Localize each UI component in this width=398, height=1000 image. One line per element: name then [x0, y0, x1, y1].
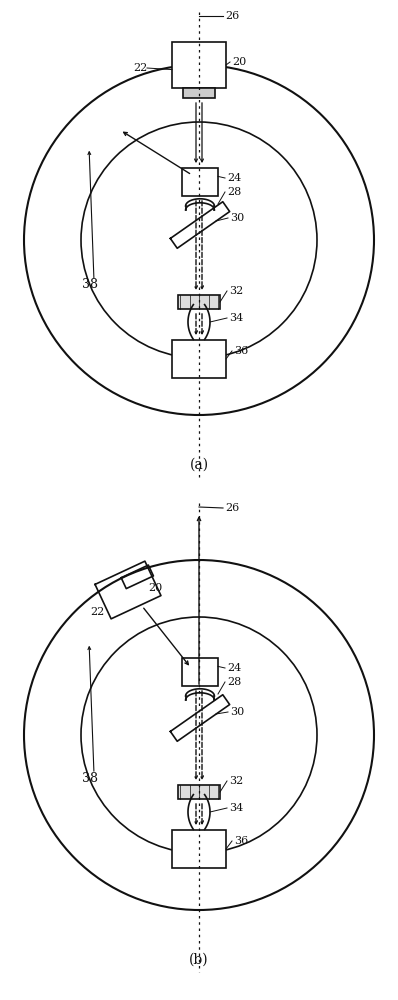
Text: 20: 20 [148, 583, 162, 593]
Bar [172, 340, 226, 378]
Text: 26: 26 [225, 11, 239, 21]
Text: 30: 30 [230, 707, 244, 717]
Text: 22: 22 [133, 63, 147, 73]
Text: 34: 34 [229, 313, 243, 323]
Text: 20: 20 [232, 57, 246, 67]
Text: 28: 28 [227, 187, 241, 197]
Text: 28: 28 [227, 677, 241, 687]
Bar [182, 168, 218, 196]
Bar [172, 830, 226, 868]
Text: 22: 22 [90, 607, 104, 617]
Text: 38: 38 [82, 278, 98, 292]
Bar [183, 88, 215, 98]
Text: 36: 36 [234, 836, 248, 846]
Text: 24: 24 [227, 173, 241, 183]
Text: 38: 38 [82, 772, 98, 784]
Text: (b): (b) [189, 953, 209, 967]
Text: 34: 34 [229, 803, 243, 813]
Bar [178, 295, 220, 309]
Bar [182, 658, 218, 686]
Text: 32: 32 [229, 286, 243, 296]
Bar [178, 785, 220, 799]
Text: 24: 24 [227, 663, 241, 673]
Text: 36: 36 [234, 346, 248, 356]
Text: 30: 30 [230, 213, 244, 223]
Text: (a): (a) [189, 458, 209, 472]
Text: 26: 26 [225, 503, 239, 513]
Bar [172, 42, 226, 88]
Text: 32: 32 [229, 776, 243, 786]
